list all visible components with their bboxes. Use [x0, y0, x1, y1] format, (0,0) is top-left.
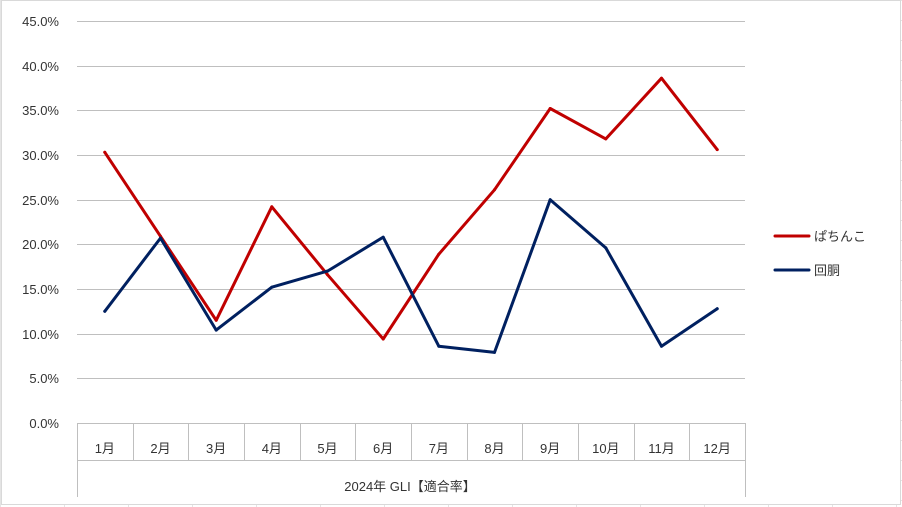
y-tick-label: 15.0% — [22, 282, 59, 297]
y-tick-label: 35.0% — [22, 103, 59, 118]
series-pachinko — [103, 76, 719, 341]
gridlines — [77, 21, 745, 424]
data-point — [604, 137, 608, 141]
y-axis-tick-labels: 0.0% 5.0% 10.0% 15.0% 20.0% 25.0% 30.0% 35.0% 40… — [22, 14, 59, 431]
category-label: 7月 — [429, 441, 449, 456]
series-line — [103, 198, 719, 354]
legend-label: 回胴 — [814, 263, 840, 278]
data-point — [437, 252, 441, 256]
data-point — [493, 350, 496, 354]
category-label: 5月 — [317, 441, 337, 456]
data-point — [270, 205, 274, 209]
category-label: 10月 — [592, 441, 619, 456]
y-tick-label: 30.0% — [22, 148, 59, 163]
category-label: 3月 — [206, 441, 226, 456]
data-point — [159, 236, 162, 240]
data-point — [548, 107, 552, 110]
data-point — [381, 337, 385, 341]
category-label: 1月 — [95, 441, 115, 456]
data-point — [548, 198, 552, 202]
category-label: 6月 — [373, 441, 393, 456]
y-tick-label: 40.0% — [22, 59, 59, 74]
category-label: 4月 — [262, 441, 282, 456]
data-point — [326, 269, 329, 273]
series-line — [103, 76, 719, 341]
y-tick-label: 45.0% — [22, 14, 59, 29]
category-label: 11月 — [648, 441, 675, 456]
data-point — [103, 150, 107, 154]
data-point — [715, 148, 719, 152]
data-point — [214, 318, 218, 322]
series-kaido — [103, 198, 719, 354]
data-point — [214, 328, 218, 332]
data-point — [660, 76, 663, 80]
category-label: 2月 — [150, 441, 170, 456]
y-tick-label: 25.0% — [22, 193, 59, 208]
data-point — [493, 188, 496, 192]
data-point — [381, 235, 385, 239]
category-label: 9月 — [540, 441, 560, 456]
data-point — [103, 309, 107, 313]
data-point — [660, 344, 663, 348]
y-tick-label: 10.0% — [22, 327, 59, 342]
data-point — [326, 273, 329, 277]
y-tick-label: 20.0% — [22, 237, 59, 252]
data-point — [270, 285, 274, 289]
y-tick-label: 0.0% — [29, 416, 59, 431]
data-point — [604, 246, 608, 250]
data-point — [715, 307, 719, 311]
category-label: 12月 — [703, 441, 730, 456]
legend-item[interactable]: ぱちんこ — [773, 229, 866, 244]
data-point — [437, 344, 441, 348]
category-axis: 1月 2月 3月 4月 5月 6月 7月 8月 9月 10月 11月 12月 — [77, 423, 746, 497]
x-axis-title: 2024年 GLI【適合率】 — [344, 479, 476, 494]
y-tick-label: 5.0% — [29, 371, 59, 386]
legend-label: ぱちんこ — [814, 229, 866, 244]
legend-item[interactable]: 回胴 — [773, 263, 840, 278]
category-label: 8月 — [484, 441, 504, 456]
series-lines — [103, 76, 719, 354]
